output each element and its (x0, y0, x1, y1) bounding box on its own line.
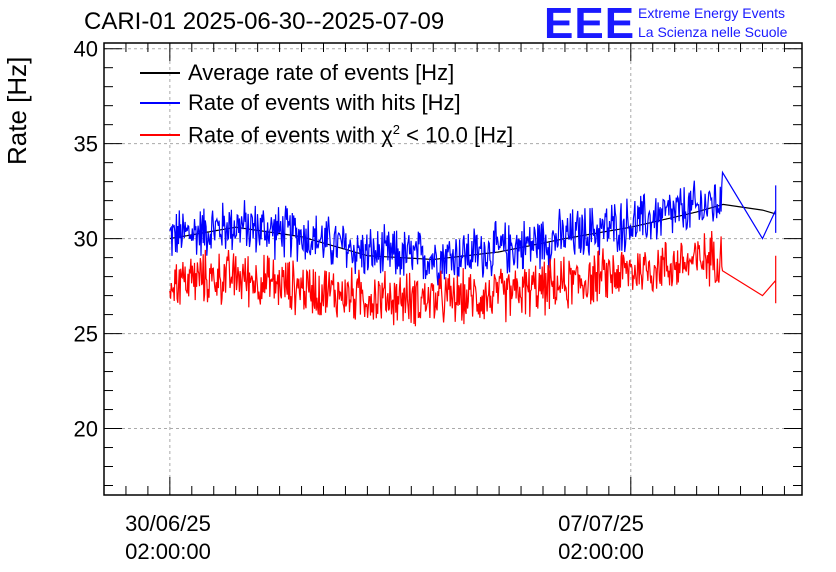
eee-logo: EEE (544, 0, 636, 48)
y-axis-label: Rate [Hz] (2, 56, 32, 165)
y-tick-label: 25 (74, 322, 98, 347)
x-tick-label: 07/07/25 02:00:00 (541, 510, 661, 566)
logo-line-1: Extreme Energy Events (638, 5, 786, 21)
legend-label: Rate of events with hits [Hz] (188, 90, 461, 115)
legend-swatch (140, 102, 180, 104)
y-tick-label: 30 (74, 227, 98, 252)
legend-label-prefix: Rate of events with (188, 122, 382, 148)
x-tick-label: 30/06/25 02:00:00 (108, 510, 228, 566)
legend-label: Rate of events with χ2 < 10.0 [Hz] (188, 122, 513, 148)
chi-superscript: 2 (392, 121, 401, 137)
x-tick-date: 30/06/25 (125, 511, 211, 536)
legend-swatch (140, 72, 180, 74)
legend-entry-average: Average rate of events [Hz] (140, 58, 454, 88)
legend-label-suffix: < 10.0 [Hz] (400, 122, 514, 148)
eee-logo-text: Extreme Energy Events La Scienza nelle S… (638, 4, 787, 42)
logo-line-2: La Scienza nelle Scuole (638, 24, 788, 40)
y-tick-label: 20 (74, 417, 98, 442)
series-line-hits (169, 170, 777, 286)
x-tick-time: 02:00:00 (558, 539, 644, 564)
plot-frame (103, 42, 803, 496)
x-tick-date: 07/07/25 (558, 511, 644, 536)
x-tick-time: 02:00:00 (125, 539, 211, 564)
y-tick-label: 40 (74, 37, 98, 62)
chi-symbol: χ (381, 122, 393, 148)
y-tick-label: 35 (74, 132, 98, 157)
legend-swatch (140, 134, 180, 136)
legend-entry-hits: Rate of events with hits [Hz] (140, 88, 461, 118)
legend-entry-chi2: Rate of events with χ2 < 10.0 [Hz] (140, 120, 513, 150)
legend-label: Average rate of events [Hz] (188, 60, 455, 85)
chart-title: CARI-01 2025-06-30--2025-07-09 (84, 8, 445, 35)
series-line-chi2 (169, 230, 777, 327)
